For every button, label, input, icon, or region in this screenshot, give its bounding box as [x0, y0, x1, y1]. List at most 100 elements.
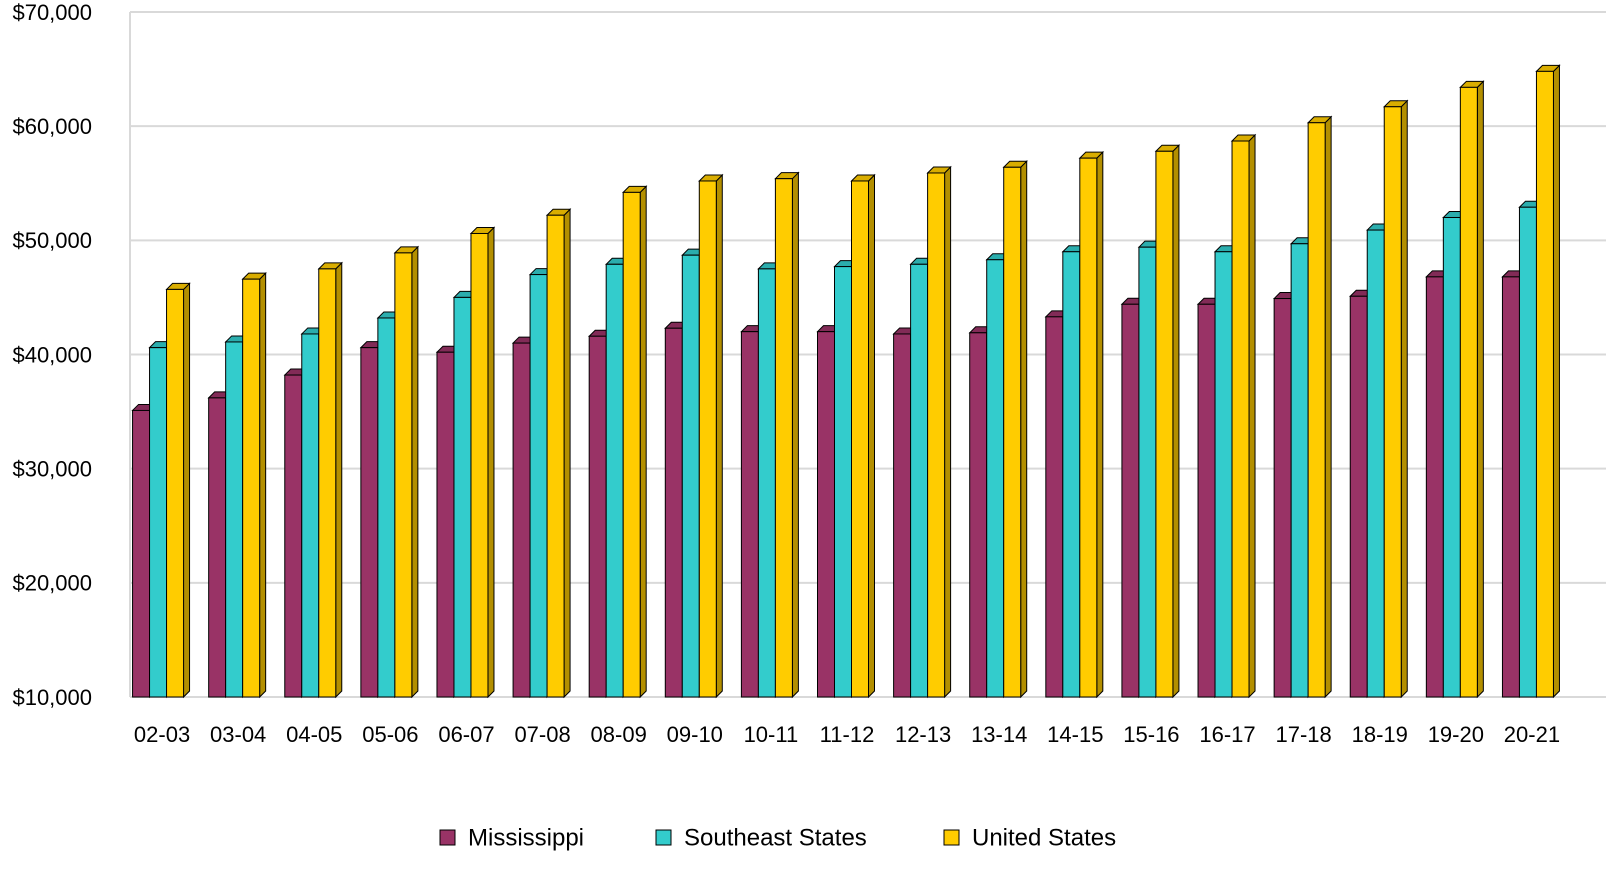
- x-tick-label: 13-14: [971, 722, 1027, 747]
- bar: [318, 268, 337, 698]
- bar-side: [1476, 80, 1484, 699]
- bar: [1062, 251, 1081, 698]
- bar: [893, 333, 912, 698]
- bar: [1501, 276, 1520, 698]
- bar: [529, 274, 548, 698]
- x-tick-label: 07-08: [514, 722, 570, 747]
- bar-group: [850, 173, 876, 699]
- bar-group: [621, 185, 648, 699]
- bar-side: [1400, 99, 1408, 699]
- bar: [774, 178, 793, 698]
- bar: [969, 332, 988, 698]
- bar: [132, 409, 151, 698]
- bar: [242, 278, 261, 698]
- bar: [1366, 229, 1385, 698]
- bar: [301, 333, 320, 698]
- bar: [1121, 303, 1140, 698]
- bar-side: [563, 208, 571, 699]
- bar: [453, 296, 472, 698]
- y-tick-label: $30,000: [12, 456, 92, 481]
- bar: [360, 347, 379, 698]
- bar: [208, 397, 227, 698]
- bar: [436, 351, 455, 698]
- bar: [927, 172, 946, 698]
- legend-swatch: [943, 829, 960, 846]
- bar: [1197, 303, 1216, 698]
- legend-swatch: [439, 829, 456, 846]
- bar-group: [545, 208, 572, 699]
- bar: [470, 232, 489, 698]
- x-tick-label: 04-05: [286, 722, 342, 747]
- bar-side: [487, 226, 495, 699]
- bar: [1138, 246, 1157, 698]
- bar-side: [944, 165, 952, 699]
- bar: [166, 288, 185, 698]
- bar-side: [1020, 160, 1028, 699]
- x-tick-label: 09-10: [667, 722, 723, 747]
- y-tick-label: $70,000: [12, 0, 92, 25]
- bar: [1045, 316, 1064, 698]
- x-tick-label: 02-03: [134, 722, 190, 747]
- bar: [681, 254, 700, 698]
- bar: [284, 374, 303, 698]
- legend-swatch: [655, 829, 672, 846]
- legend-label: Southeast States: [684, 824, 867, 851]
- bar: [851, 180, 869, 698]
- bar: [377, 317, 396, 698]
- bar: [1003, 166, 1022, 698]
- bar: [605, 263, 624, 698]
- bar-side: [411, 245, 419, 699]
- bar: [1383, 106, 1402, 698]
- bar: [1273, 298, 1292, 698]
- bar: [225, 341, 244, 698]
- y-tick-label: $20,000: [12, 571, 92, 596]
- bar-group: [698, 173, 724, 699]
- bar: [512, 342, 531, 698]
- bar-side: [1248, 133, 1256, 699]
- bar-group: [1230, 133, 1257, 699]
- bar: [1518, 206, 1537, 698]
- y-tick-label: $40,000: [12, 342, 92, 367]
- bar-side: [1172, 144, 1180, 699]
- bar-group: [469, 226, 496, 699]
- bar-side: [259, 271, 267, 699]
- bar: [817, 331, 835, 698]
- x-tick-label: 11-12: [820, 722, 875, 747]
- x-tick-label: 08-09: [591, 722, 647, 747]
- bar-group: [165, 282, 191, 699]
- bar: [1442, 217, 1461, 698]
- bar: [1535, 70, 1554, 698]
- bar-side: [868, 173, 875, 699]
- bar-group: [241, 271, 267, 699]
- bar-group: [926, 165, 952, 699]
- legend-label: United States: [972, 824, 1116, 851]
- y-tick-label: $50,000: [12, 228, 92, 253]
- bar-side: [791, 171, 799, 699]
- bar: [394, 252, 413, 698]
- bar: [698, 180, 717, 698]
- bar: [1349, 295, 1368, 698]
- bar: [910, 263, 929, 698]
- x-tick-label: 14-15: [1047, 722, 1103, 747]
- x-tick-label: 19-20: [1428, 722, 1484, 747]
- x-tick-label: 18-19: [1352, 722, 1408, 747]
- bar: [986, 259, 1005, 698]
- bar: [546, 214, 565, 698]
- bar-side: [1324, 115, 1332, 699]
- bar: [1290, 243, 1309, 698]
- x-tick-label: 03-04: [210, 722, 266, 747]
- bar-group: [1002, 160, 1028, 699]
- bar-group: [1306, 115, 1333, 699]
- bar: [834, 266, 852, 698]
- bar: [1459, 86, 1478, 698]
- bar: [1079, 157, 1098, 698]
- x-tick-label: 16-17: [1199, 722, 1255, 747]
- bar-side: [1096, 150, 1104, 699]
- bar-side: [335, 261, 343, 699]
- x-tick-label: 12-13: [895, 722, 951, 747]
- bar: [149, 347, 168, 698]
- bar: [757, 268, 776, 698]
- bar-side: [715, 173, 723, 699]
- bar: [664, 327, 683, 698]
